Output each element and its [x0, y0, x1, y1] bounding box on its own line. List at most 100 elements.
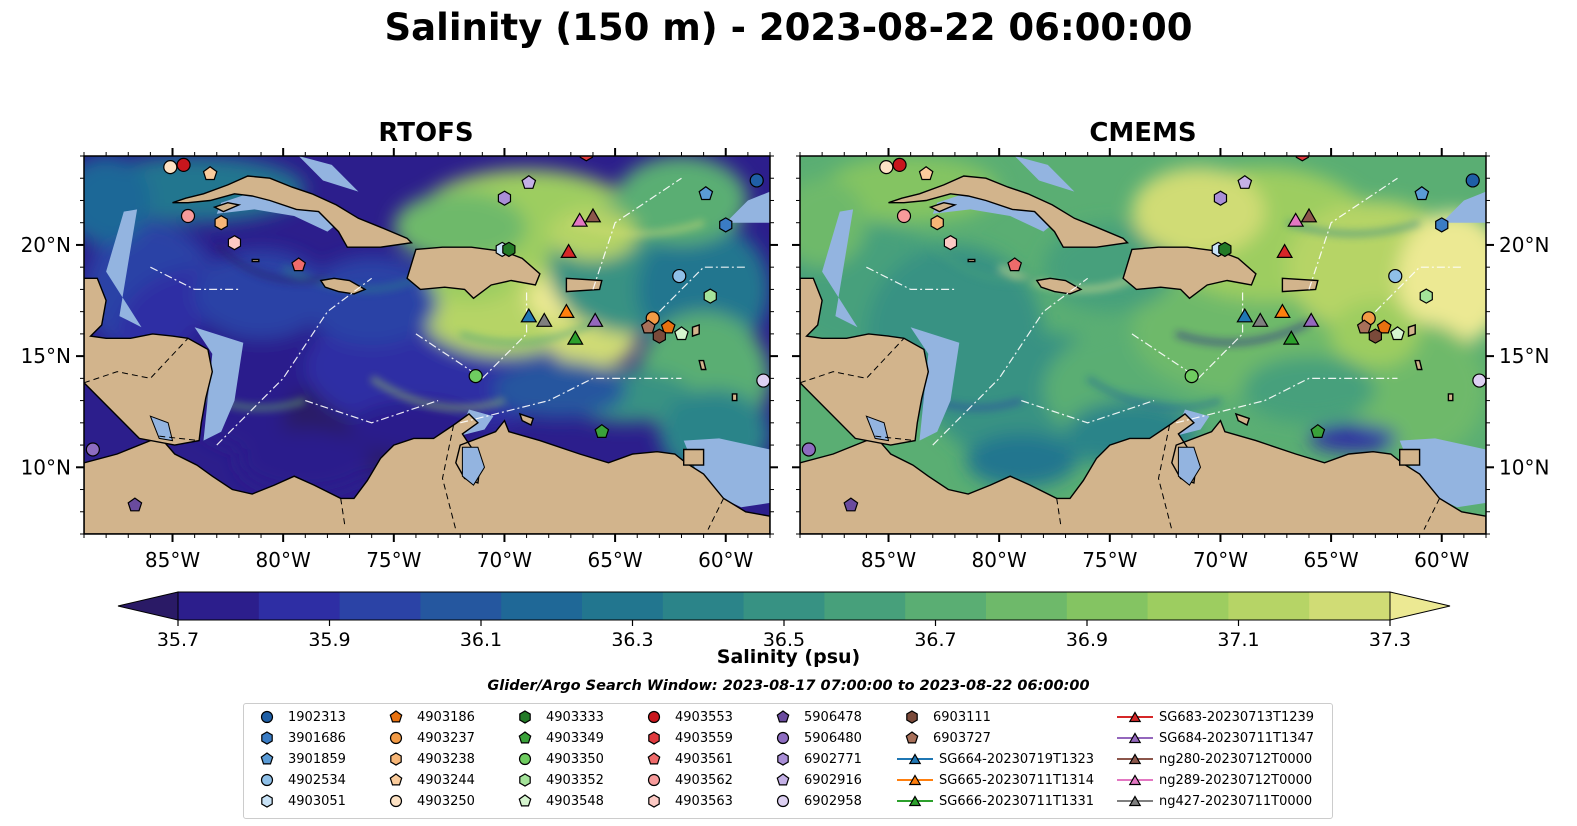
- legend-label: 4903250: [417, 793, 475, 809]
- lat-tick-label: 20°N: [1499, 233, 1549, 257]
- legend-label: 4903350: [546, 751, 604, 767]
- legend-entry: 4903333: [510, 707, 604, 727]
- platform-marker: [584, 207, 602, 223]
- legend-label: 6902958: [804, 793, 862, 809]
- platform-marker: [468, 369, 483, 384]
- legend-label: 4903333: [546, 709, 604, 725]
- legend-entry: 4903350: [510, 749, 604, 769]
- colorbar-segment: [1228, 592, 1310, 620]
- legend-entry: 6902916: [768, 770, 862, 790]
- legend-marker: [906, 710, 918, 724]
- legend-marker: [519, 773, 531, 787]
- legend-marker: [905, 731, 919, 744]
- legend-entry: 4903548: [510, 791, 604, 811]
- lon-tick-label: 80°W: [256, 548, 311, 572]
- legend-marker: [1117, 753, 1153, 765]
- legend-marker: [647, 752, 661, 765]
- platform-marker: [1007, 257, 1023, 272]
- platform-marker: [502, 241, 516, 258]
- platform-marker: [1184, 369, 1199, 384]
- legend-marker: [389, 710, 403, 723]
- legend-label: SG665-20230711T1314: [939, 772, 1095, 788]
- legend-entry: ng427-20230711T0000: [1117, 791, 1312, 811]
- legend-entry: ng280-20230712T0000: [1117, 749, 1312, 769]
- legend-marker: [648, 731, 660, 745]
- legend-marker: [647, 710, 661, 724]
- platform-marker: [843, 497, 859, 512]
- platform-marker: [586, 312, 604, 327]
- legend-entry: SG664-20230719T1323: [897, 749, 1094, 769]
- platform-marker: [1368, 328, 1382, 344]
- lon-tick-label: 65°W: [587, 548, 642, 572]
- legend-entry: 4903559: [639, 728, 733, 748]
- colorbar-tick-label: 35.7: [157, 629, 199, 646]
- legend-marker: [1117, 774, 1153, 786]
- legend-entry: 6903111: [897, 707, 991, 727]
- legend-entry: 5906478: [768, 707, 862, 727]
- lon-tick-label: 75°W: [1082, 548, 1137, 572]
- colorbar-tick-label: 36.7: [914, 629, 956, 646]
- platform-marker: [202, 166, 218, 181]
- colorbar-segment: [824, 592, 906, 620]
- legend-marker: [776, 794, 790, 808]
- platform-marker: [1287, 212, 1305, 227]
- platform-marker: [1302, 312, 1320, 327]
- legend-marker: [260, 752, 274, 765]
- colorbar-extend-high: [1389, 591, 1451, 621]
- legend-label: 4903561: [675, 751, 733, 767]
- map-frame: [799, 155, 1487, 535]
- legend-entry: 4903237: [381, 728, 475, 748]
- legend-label: 4903244: [417, 772, 475, 788]
- lon-tick-label: 60°W: [1414, 548, 1469, 572]
- lat-tick-label: 10°N: [21, 455, 71, 479]
- platform-marker: [571, 212, 589, 227]
- legend-label: 6903111: [933, 709, 991, 725]
- platform-marker: [214, 215, 228, 231]
- colorbar-segment: [258, 592, 341, 620]
- legend-label: 4903352: [546, 772, 604, 788]
- legend-entry: 6902771: [768, 749, 862, 769]
- legend-marker: [647, 773, 661, 787]
- legend-entry: 4903553: [639, 707, 733, 727]
- legend-label: 4903562: [675, 772, 733, 788]
- legend-label: 6903727: [933, 730, 991, 746]
- legend-entry: 4903561: [639, 749, 733, 769]
- legend-label: SG683-20230713T1239: [1159, 709, 1315, 725]
- legend-entry: 4903250: [381, 791, 475, 811]
- platform-marker: [85, 442, 100, 457]
- legend-entry: 3901686: [252, 728, 346, 748]
- platform-marker: [1310, 423, 1326, 438]
- map-panel-rtofs: [84, 156, 770, 534]
- legend-label: 1902313: [288, 709, 346, 725]
- panel-title-rtofs: RTOFS: [378, 118, 474, 148]
- platform-marker: [1276, 243, 1294, 258]
- colorbar-tick-label: 36.3: [611, 629, 653, 646]
- legend-marker: [776, 773, 790, 786]
- legend-entry: 4903244: [381, 770, 475, 790]
- legend-label: 4903186: [417, 709, 475, 725]
- platform-marker: [892, 157, 907, 172]
- legend-entry: ng289-20230712T0000: [1117, 770, 1312, 790]
- legend-entry: 4903051: [252, 791, 346, 811]
- platform-marker: [756, 373, 770, 388]
- legend-marker: [518, 794, 532, 807]
- legend-entry: 4902534: [252, 770, 346, 790]
- legend-marker: [260, 710, 274, 724]
- platform-marker: [896, 208, 912, 224]
- legend-marker: [1117, 732, 1153, 744]
- platform-marker: [672, 268, 687, 284]
- platform-marker: [1295, 156, 1309, 162]
- platform-marker: [579, 156, 593, 162]
- platform-marker: [749, 173, 764, 188]
- legend-entry: 4903352: [510, 770, 604, 790]
- platform-marker: [180, 208, 196, 224]
- legend-entry: 6902958: [768, 791, 862, 811]
- legend-label: 4902534: [288, 772, 346, 788]
- colorbar-tick-label: 36.1: [460, 629, 502, 646]
- platform-marker: [1356, 319, 1372, 334]
- legend-entry: 4903238: [381, 749, 475, 769]
- lon-tick-label: 60°W: [698, 548, 753, 572]
- platform-marker: [521, 174, 537, 189]
- legend-label: ng289-20230712T0000: [1159, 772, 1313, 788]
- legend-marker: [1117, 795, 1153, 807]
